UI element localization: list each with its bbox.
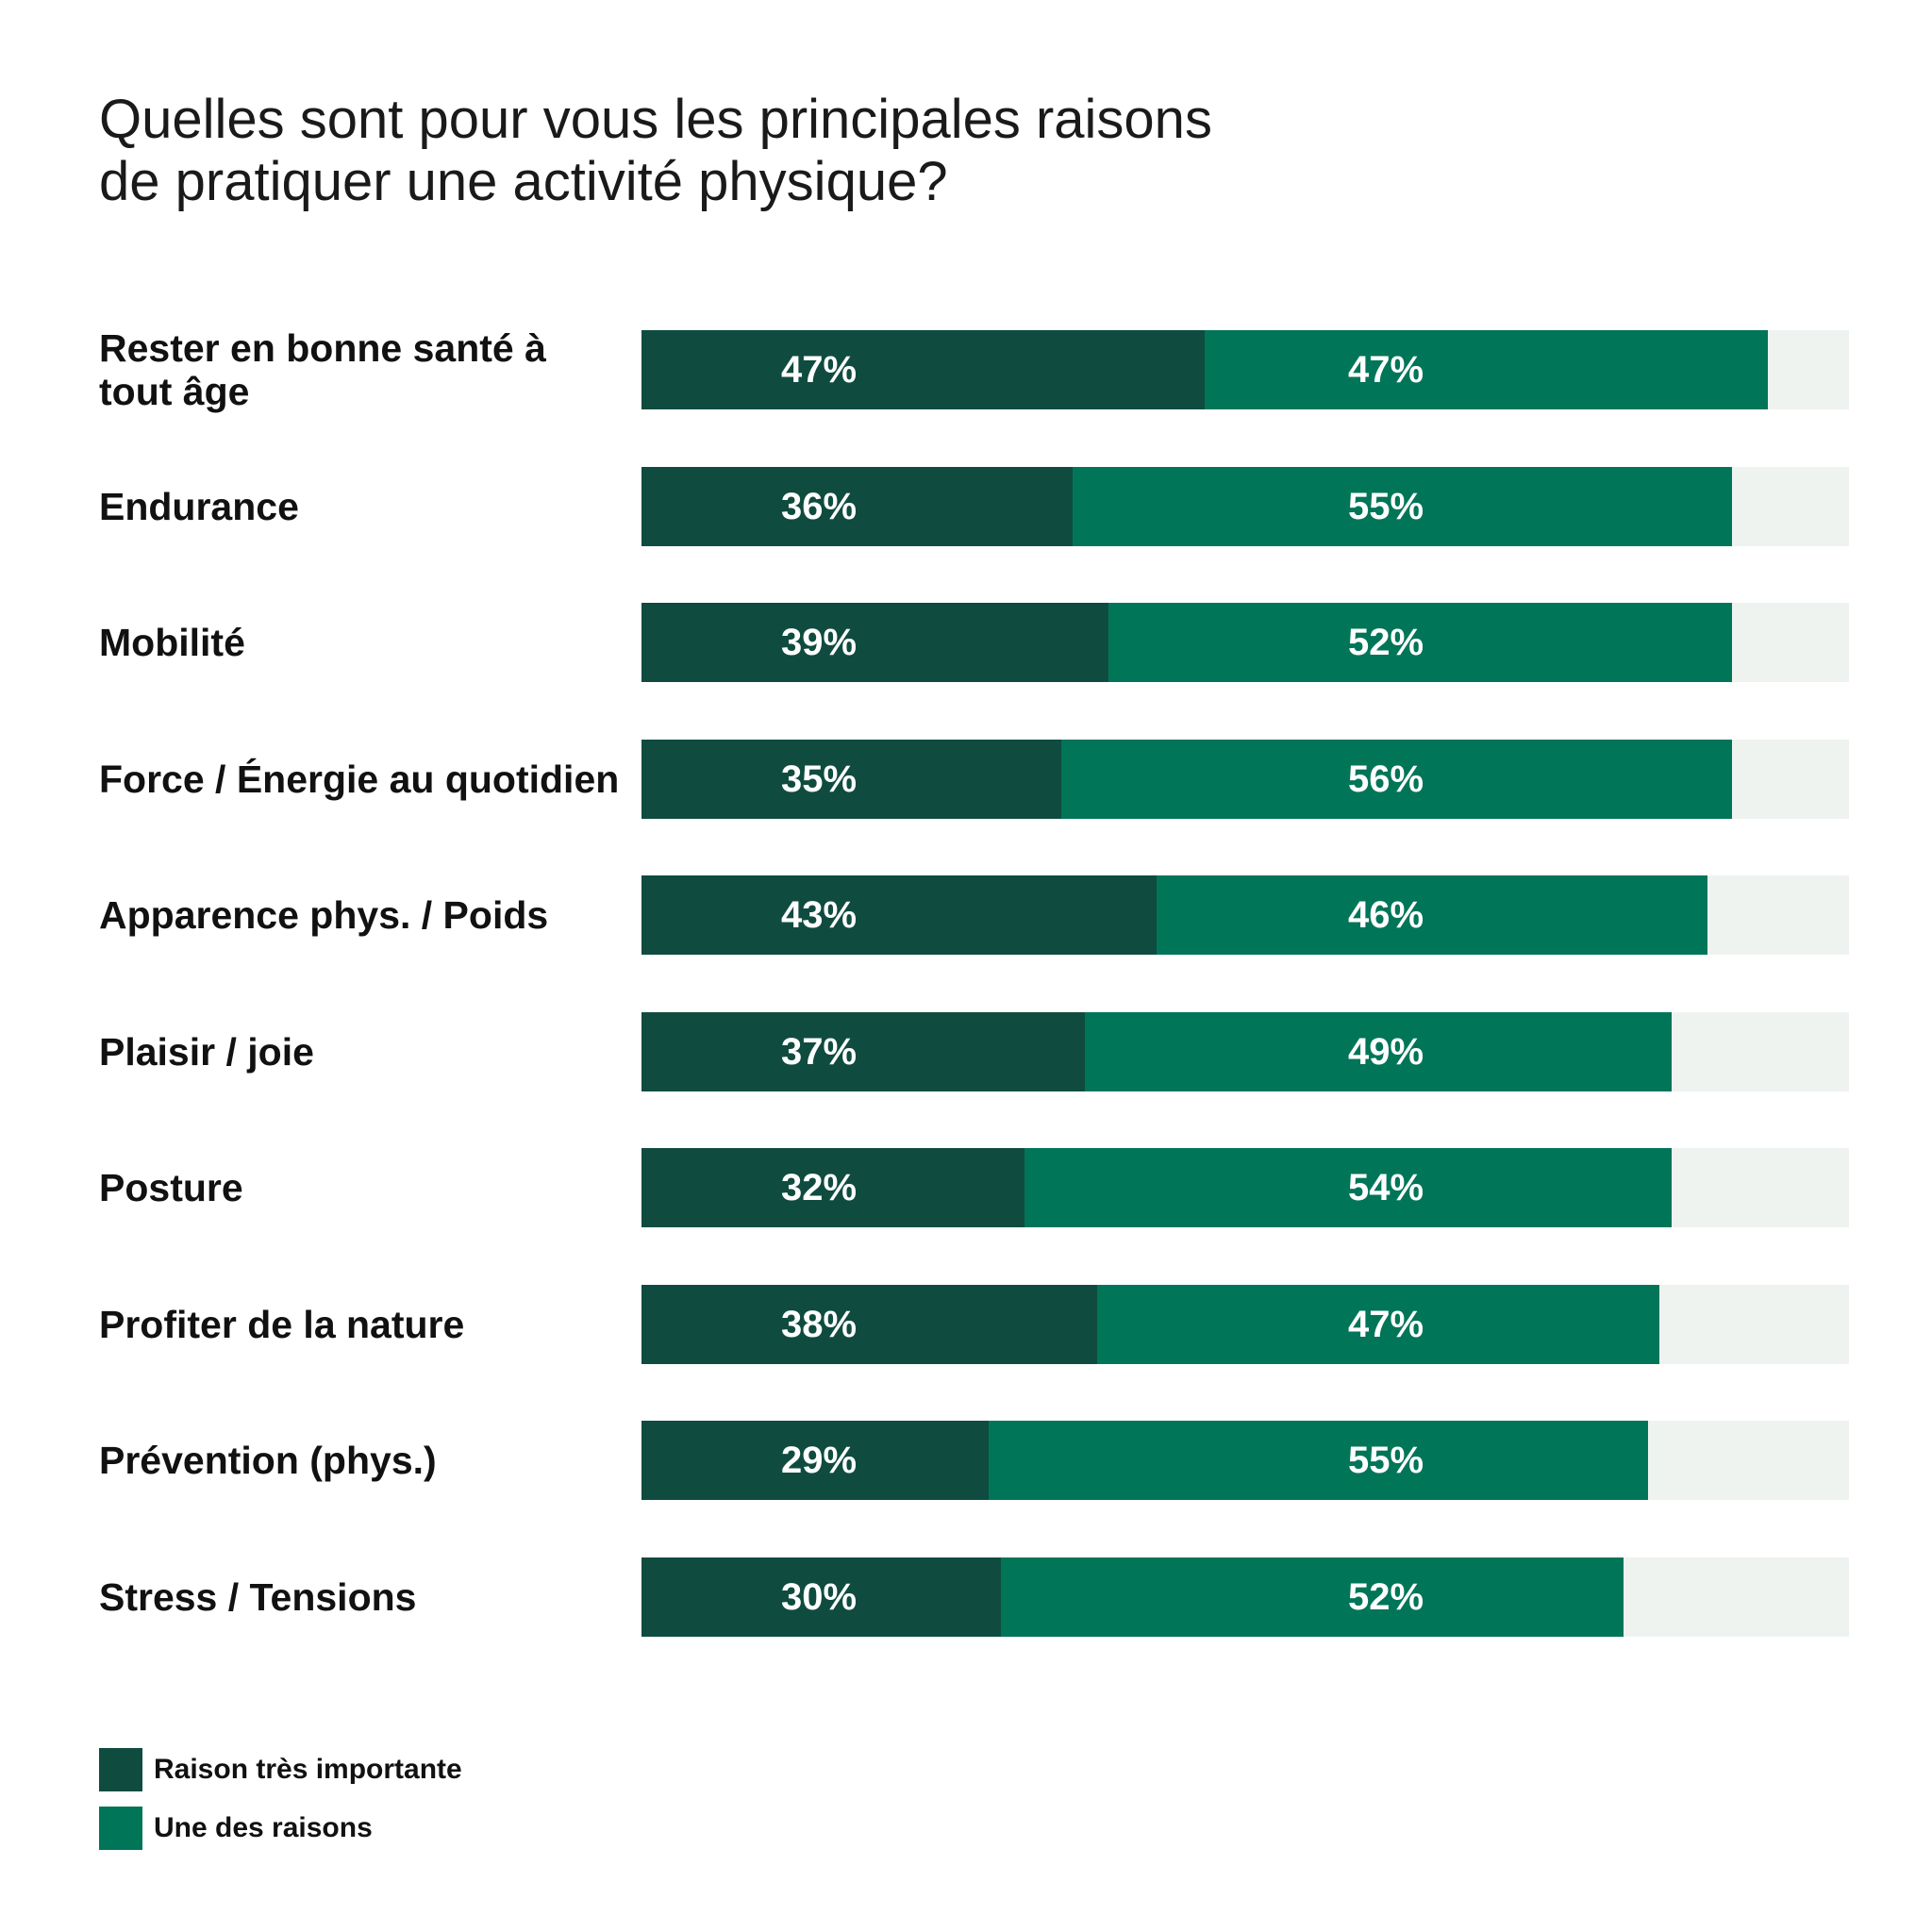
bar-segment-raison-tres-importante [641,1557,1001,1637]
category-label: Stress / Tensions [99,1575,417,1619]
bar-value-label: 47% [1347,349,1424,391]
bar-value-label: 52% [1347,622,1424,663]
bar-segment-une-des-raisons [1108,603,1732,682]
bar-segment-raison-tres-importante [641,1285,1097,1364]
bar-segment-raison-tres-importante [641,1012,1085,1091]
bar-segment-raison-tres-importante [641,875,1158,955]
bar-segment-raison-tres-importante [641,330,1205,409]
legend-item: Une des raisons [99,1806,462,1851]
category-label: Profiter de la nature [99,1303,465,1346]
bar-value-label: 39% [780,622,858,663]
chart-title-line-1: Quelles sont pour vous les principales r… [99,89,1212,150]
legend-item: Raison très importante [99,1747,462,1792]
bar-track: 30% 52% [641,1557,1849,1637]
bar-track: 47% 47% [641,330,1849,409]
bar-value-label: 55% [1347,1440,1424,1481]
bar-segment-une-des-raisons [1204,330,1768,409]
bar-segment-raison-tres-importante [641,740,1061,819]
bar-value-label: 37% [780,1031,858,1073]
bar-segment-raison-tres-importante [641,1421,990,1500]
bar-value-label: 55% [1347,486,1424,527]
bar-segment-une-des-raisons [1073,467,1732,546]
bar-value-label: 30% [780,1576,858,1618]
bar-value-label: 54% [1347,1167,1424,1208]
bar-segment-une-des-raisons [1001,1557,1624,1637]
bar-segment-une-des-raisons [989,1421,1648,1500]
bar-value-label: 35% [780,758,858,800]
bar-track: 32% 54% [641,1148,1849,1227]
bar-value-label: 38% [780,1304,858,1345]
category-label: Endurance [99,485,299,528]
bar-segment-une-des-raisons [1157,875,1708,955]
bar-value-label: 56% [1347,758,1424,800]
bar-value-label: 32% [780,1167,858,1208]
bar-track: 38% 47% [641,1285,1849,1364]
bar-track: 36% 55% [641,467,1849,546]
category-label: Force / Énergie au quotidien [99,758,620,801]
bar-value-label: 47% [1347,1304,1424,1345]
bar-track: 35% 56% [641,740,1849,819]
category-label: Mobilité [99,621,245,664]
bar-value-label: 36% [780,486,858,527]
bar-value-label: 49% [1347,1031,1424,1073]
bar-segment-une-des-raisons [1096,1285,1660,1364]
category-label: Rester en bonne santé à tout âge [99,326,546,413]
legend-label: Une des raisons [154,1812,373,1843]
chart-legend: Raison très importante Une des raisons [99,1747,462,1864]
bar-segment-raison-tres-importante [641,603,1109,682]
chart-title: Quelles sont pour vous les principales r… [99,89,1420,213]
bar-value-label: 46% [1347,894,1424,936]
bar-segment-raison-tres-importante [641,1148,1025,1227]
category-label: Apparence phys. / Poids [99,893,549,937]
legend-label: Raison très importante [154,1754,462,1785]
bar-segment-une-des-raisons [1084,1012,1673,1091]
bar-value-label: 43% [780,894,858,936]
bar-track: 39% 52% [641,603,1849,682]
bar-track: 37% 49% [641,1012,1849,1091]
bar-track: 43% 46% [641,875,1849,955]
legend-swatch [99,1748,142,1791]
chart-title-line-2: de pratiquer une activité physique? [99,151,948,212]
bar-value-label: 52% [1347,1576,1424,1618]
bar-segment-une-des-raisons [1024,1148,1673,1227]
category-label: Plaisir / joie [99,1030,314,1074]
category-label: Posture [99,1166,243,1209]
legend-swatch [99,1807,142,1850]
bar-value-label: 47% [780,349,858,391]
bar-value-label: 29% [780,1440,858,1481]
bar-segment-une-des-raisons [1060,740,1732,819]
bar-track: 29% 55% [641,1421,1849,1500]
category-label: Prévention (phys.) [99,1439,437,1482]
bar-segment-raison-tres-importante [641,467,1074,546]
